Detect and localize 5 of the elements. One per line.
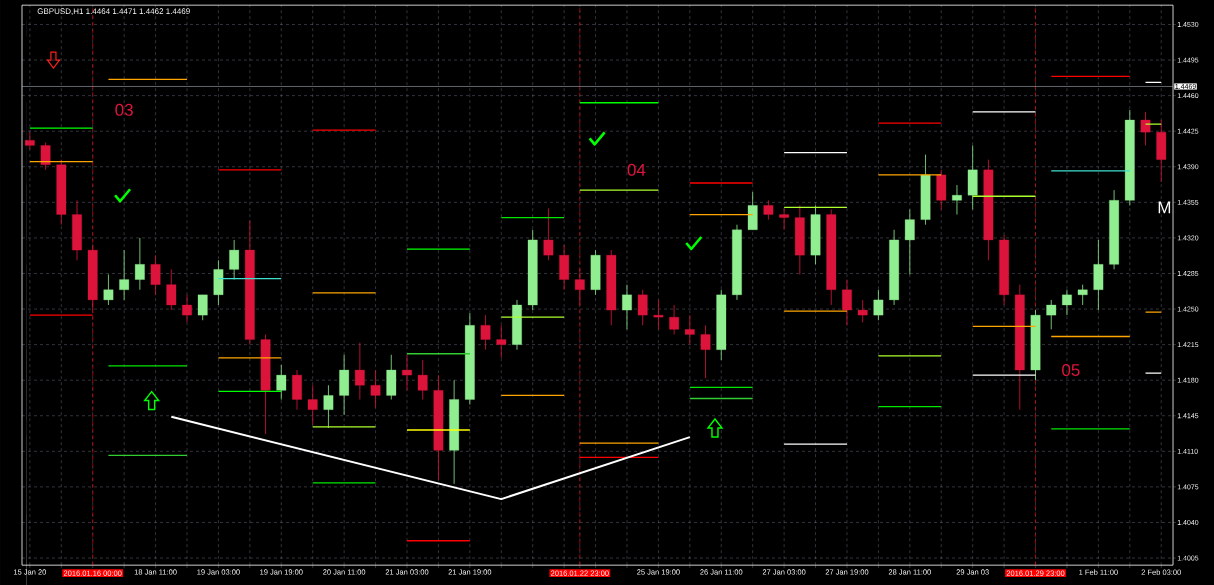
annotation: 03 (115, 103, 133, 116)
annotation: 04 (627, 163, 646, 176)
annotation: 05 (1062, 364, 1080, 377)
chart-title: GBPUSD,H1 1.4464 1.4471 1.4462 1.4469 (37, 8, 190, 15)
annotation: M (1158, 201, 1171, 214)
